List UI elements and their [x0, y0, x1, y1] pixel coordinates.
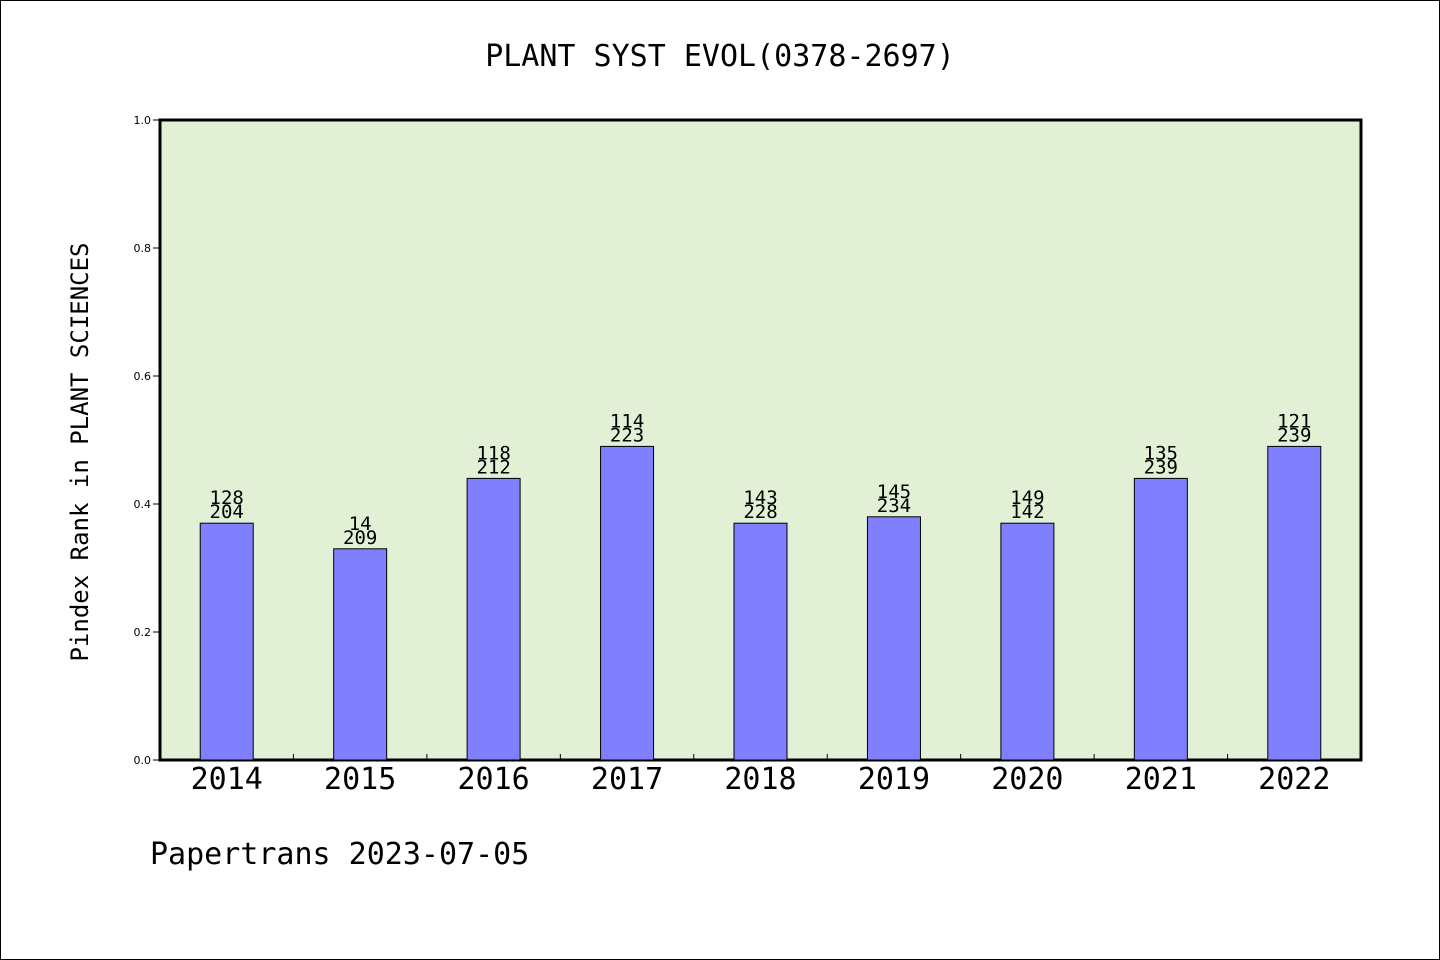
y-tick-label: 0.2	[134, 626, 152, 639]
bar-label-top-2019: 145	[877, 481, 911, 503]
chart-title: PLANT SYST EVOL(0378-2697)	[485, 39, 955, 74]
y-tick-label: 0.0	[134, 754, 152, 767]
x-tick-label-2014: 2014	[191, 762, 263, 797]
x-tick-label-2016: 2016	[457, 762, 529, 797]
bar-2015	[333, 548, 388, 761]
bar-label-bottom-2020: 142	[1010, 501, 1044, 523]
x-tick-label-2021: 2021	[1125, 762, 1197, 797]
y-axis-ticks: 0.0 0.2 0.4 0.6 0.8 1.0	[134, 114, 160, 767]
y-tick-label: 0.4	[134, 498, 152, 511]
bar-2016	[466, 477, 521, 761]
x-tick-label-2019: 2019	[858, 762, 930, 797]
bar-2017	[600, 445, 655, 761]
bar-label-top-2022: 121	[1277, 410, 1311, 432]
bar-2020	[1000, 522, 1055, 761]
y-tick-label: 0.8	[134, 242, 152, 255]
bar-label-bottom-2015: 209	[343, 527, 377, 549]
y-tick-label: 1.0	[134, 114, 152, 127]
footer-text: Papertrans 2023-07-05	[150, 837, 529, 872]
bar-2019	[866, 516, 921, 761]
bar-2022	[1267, 445, 1322, 761]
bar-label-top-2020: 149	[1010, 487, 1044, 509]
bar-2014	[199, 522, 254, 761]
bar-label-bottom-2022: 239	[1277, 424, 1311, 446]
y-tick-label: 0.6	[134, 370, 152, 383]
x-tick-label-2017: 2017	[591, 762, 663, 797]
x-tick-label-2015: 2015	[324, 762, 396, 797]
bar-2018	[733, 522, 788, 761]
bar-label-top-2015: 14	[349, 513, 372, 535]
x-tick-label-2020: 2020	[991, 762, 1063, 797]
x-axis-ticks: 2014 2015 2016 2017 2018 2019 2020 2021 2022	[191, 754, 1330, 797]
bar-label-top-2018: 143	[743, 487, 777, 509]
bar-label-bottom-2019: 234	[877, 495, 911, 517]
y-axis-label: Pindex Rank in PLANT SCIENCES	[66, 242, 94, 661]
bar-label-top-2021: 135	[1144, 442, 1178, 464]
bar-label-bottom-2017: 223	[610, 424, 644, 446]
x-tick-label-2022: 2022	[1258, 762, 1330, 797]
bar-label-bottom-2018: 228	[743, 501, 777, 523]
bar-label-bottom-2014: 204	[210, 501, 244, 523]
bar-label-top-2016: 118	[476, 442, 510, 464]
x-tick-label-2018: 2018	[724, 762, 796, 797]
bar-label-bottom-2021: 239	[1144, 456, 1178, 478]
bar-label-bottom-2016: 212	[476, 456, 510, 478]
bar-label-top-2014: 128	[210, 487, 244, 509]
bar-label-top-2017: 114	[610, 410, 644, 432]
bar-2021	[1133, 477, 1188, 761]
